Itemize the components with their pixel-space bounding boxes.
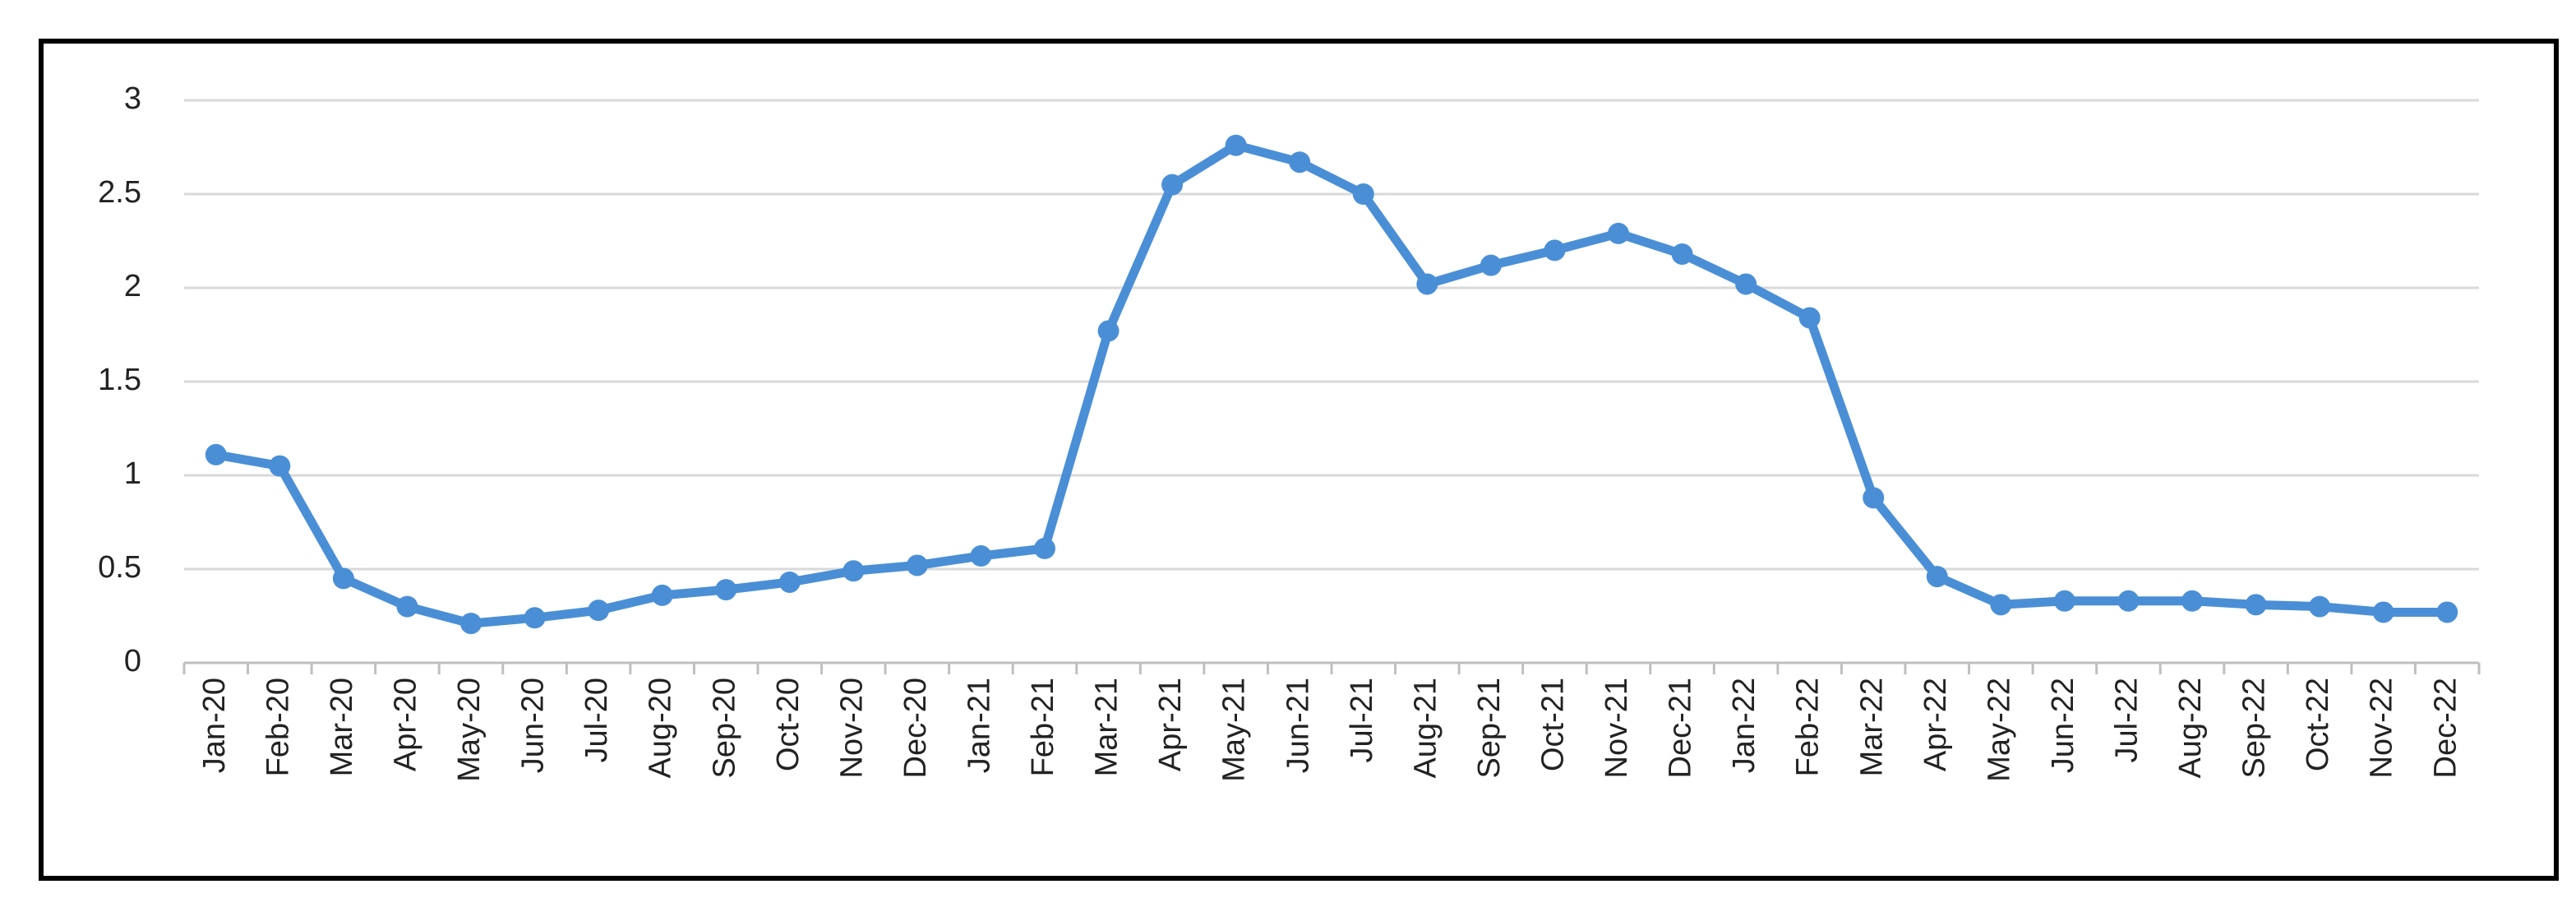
x-tick-label: Oct-21 [1535, 678, 1570, 771]
marker [1671, 243, 1693, 265]
marker [906, 554, 928, 576]
x-tick-label: Jun-20 [516, 678, 551, 773]
y-tick-label: 0.5 [98, 550, 141, 585]
marker [1416, 273, 1438, 295]
x-tick-label: May-20 [452, 678, 487, 782]
x-tick-label: Apr-21 [1153, 678, 1188, 771]
x-tick-label: Mar-20 [325, 678, 359, 776]
x-tick-label: Jul-22 [2109, 678, 2144, 763]
x-tick-label: Mar-21 [1090, 678, 1124, 776]
marker [1161, 174, 1184, 196]
marker [1480, 254, 1502, 276]
marker [715, 579, 737, 601]
marker [588, 600, 610, 622]
marker [1863, 487, 1885, 509]
marker [2181, 590, 2203, 612]
marker [2372, 601, 2394, 623]
x-tick-label: Oct-20 [771, 678, 806, 771]
x-tick-label: Aug-22 [2173, 678, 2208, 779]
marker [970, 545, 992, 567]
x-tick-label: Dec-21 [1664, 678, 1698, 779]
y-tick-label: 0 [124, 644, 141, 678]
marker [2117, 590, 2140, 612]
marker [269, 455, 291, 477]
x-tick-label: Apr-22 [1918, 678, 1953, 771]
marker [524, 607, 546, 629]
x-tick-label: Jul-21 [1345, 678, 1379, 763]
marker [1926, 566, 1948, 588]
marker [396, 595, 418, 618]
marker [332, 567, 354, 590]
marker [2053, 590, 2075, 612]
x-tick-label: Jan-22 [1727, 678, 1761, 773]
marker [2245, 594, 2267, 616]
x-tick-label: Mar-22 [1854, 678, 1889, 776]
x-tick-label: Jan-21 [962, 678, 996, 773]
marker [2309, 595, 2331, 618]
x-tick-label: Nov-20 [834, 678, 869, 779]
x-tick-label: Feb-22 [1791, 678, 1826, 776]
x-tick-label: Aug-21 [1408, 678, 1443, 779]
marker [651, 584, 673, 606]
marker [460, 613, 482, 635]
x-tick-label: Dec-20 [898, 678, 933, 779]
y-tick-label: 3 [124, 81, 141, 116]
marker [1034, 537, 1055, 559]
x-tick-label: Feb-21 [1026, 678, 1060, 776]
x-tick-label: May-21 [1217, 678, 1252, 782]
marker [2436, 601, 2458, 623]
marker [1225, 134, 1247, 156]
marker [1798, 307, 1821, 329]
y-tick-label: 2.5 [98, 175, 141, 210]
x-tick-label: Feb-20 [261, 678, 295, 776]
marker [843, 560, 865, 582]
x-tick-label: Jul-20 [579, 678, 614, 763]
marker [1990, 594, 2012, 616]
x-tick-label: Jun-22 [2046, 678, 2080, 773]
x-tick-label: Oct-22 [2301, 678, 2335, 771]
y-tick-label: 1.5 [98, 363, 141, 397]
x-tick-label: Nov-22 [2365, 678, 2399, 779]
x-tick-label: Sep-22 [2237, 678, 2272, 779]
x-tick-label: Nov-21 [1600, 678, 1634, 779]
x-tick-label: Sep-20 [707, 678, 741, 779]
x-tick-label: May-22 [1982, 678, 2016, 782]
chart-border [39, 39, 2559, 881]
y-tick-label: 1 [124, 456, 141, 491]
marker [1735, 273, 1757, 295]
x-tick-label: Jan-20 [197, 678, 232, 773]
marker [1097, 320, 1119, 342]
x-tick-label: Sep-21 [1472, 678, 1507, 779]
x-tick-label: Aug-20 [644, 678, 678, 779]
marker [778, 571, 801, 593]
marker [205, 443, 227, 465]
marker [1289, 151, 1311, 174]
marker [1544, 239, 1566, 262]
x-tick-label: Dec-22 [2428, 678, 2463, 779]
x-tick-label: Apr-20 [388, 678, 422, 771]
y-tick-label: 2 [124, 269, 141, 303]
marker [1608, 222, 1629, 244]
marker [1352, 183, 1374, 205]
x-tick-label: Jun-21 [1281, 678, 1315, 773]
